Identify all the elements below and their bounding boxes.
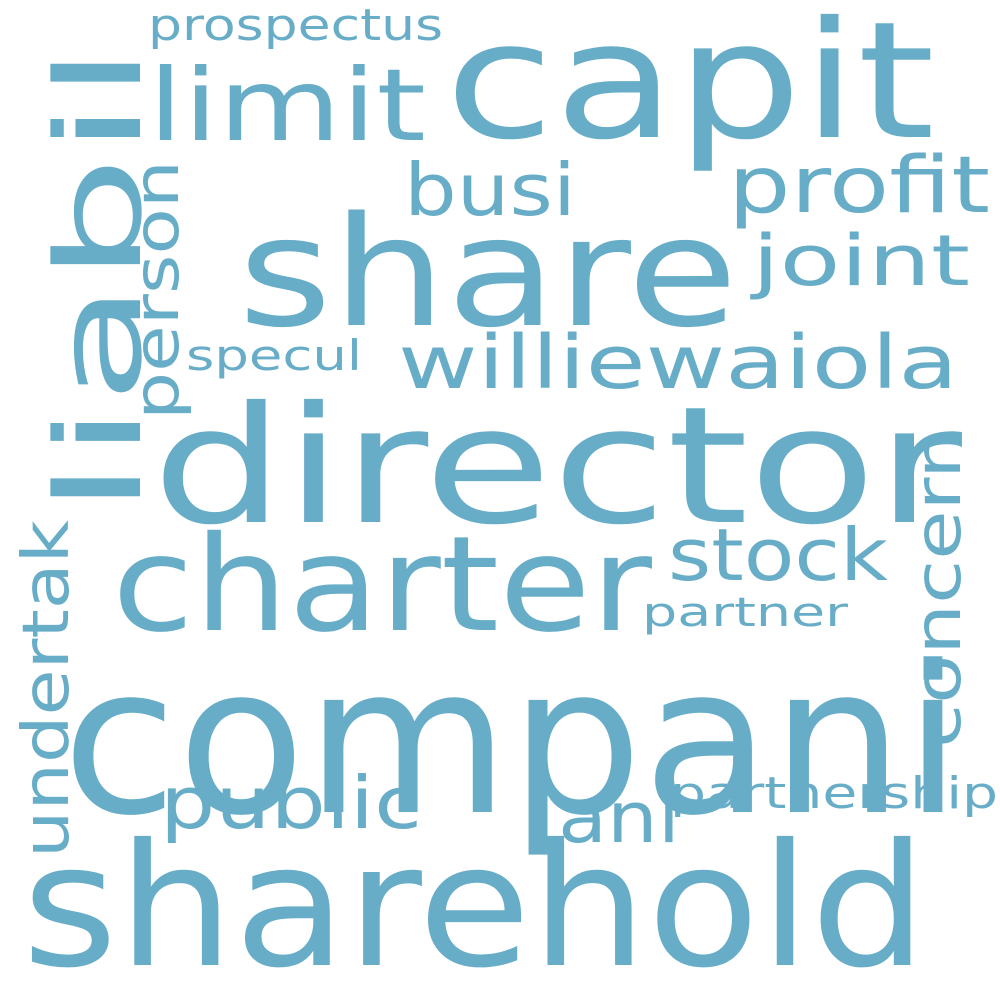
word-partner: partner — [642, 590, 849, 636]
word-specul: specul — [186, 331, 362, 380]
word-partnership: partnership — [670, 768, 998, 819]
word-director: director — [152, 373, 963, 561]
word-public: public — [160, 761, 422, 845]
word-capit: capit — [445, 0, 935, 176]
word-profit: profit — [728, 141, 990, 231]
word-share: share — [238, 184, 738, 361]
word-charter: charter — [112, 508, 653, 662]
word-person: person — [120, 160, 193, 420]
word-concern: concern — [902, 428, 976, 748]
word-liabil: liabil — [30, 45, 168, 515]
word-compani: compani — [62, 623, 962, 861]
word-williewaiola: williewaiola — [398, 320, 958, 406]
word-sharehold: sharehold — [22, 808, 927, 1000]
word-joint: joint — [749, 220, 970, 302]
word-limit: limit — [148, 47, 426, 164]
word-stock: stock — [668, 513, 888, 597]
word-prospectus: prospectus — [148, 0, 443, 51]
word-ani: ani — [558, 777, 680, 859]
word-busi: busi — [404, 148, 576, 232]
word-undertak: undertak — [10, 520, 84, 858]
